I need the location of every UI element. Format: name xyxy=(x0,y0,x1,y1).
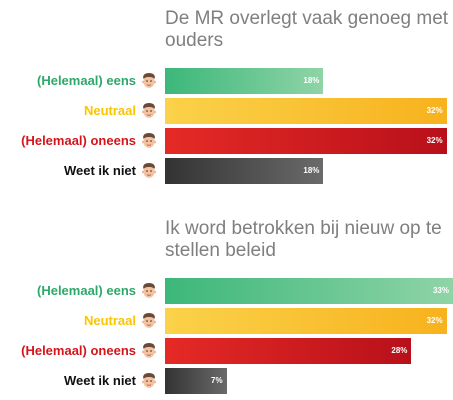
face-icon xyxy=(139,311,159,331)
data-label: 18% xyxy=(303,166,320,175)
category-label: Weet ik niet xyxy=(63,373,136,388)
data-label: 28% xyxy=(391,346,408,355)
data-label: 7% xyxy=(211,376,223,385)
category-label: Neutraal xyxy=(83,313,136,328)
data-label: 32% xyxy=(426,316,443,325)
bar: 7% xyxy=(165,368,227,394)
category-label: (Helemaal) oneens xyxy=(21,133,136,148)
bar: 18% xyxy=(165,68,324,94)
bar: 18% xyxy=(165,158,324,184)
bar: 32% xyxy=(165,308,447,334)
bar-row: Weet ik niet 18% xyxy=(0,158,453,184)
bar: 32% xyxy=(165,98,447,124)
data-label: 33% xyxy=(432,286,449,295)
face-icon xyxy=(139,281,159,301)
category-label: Neutraal xyxy=(83,103,136,118)
category-label: (Helemaal) oneens xyxy=(21,343,136,358)
face-icon xyxy=(139,131,159,151)
data-label: 32% xyxy=(426,136,443,145)
data-label: 32% xyxy=(426,106,443,115)
face-icon xyxy=(139,371,159,391)
bar-row: (Helemaal) eens 33% xyxy=(0,278,453,304)
chart-title: De MR overlegt vaak genoeg met ouders xyxy=(165,8,449,51)
face-icon xyxy=(139,71,159,91)
bar-row: Weet ik niet 7% xyxy=(0,368,453,394)
bar-row: (Helemaal) oneens 32% xyxy=(0,128,453,154)
category-label: Weet ik niet xyxy=(63,163,136,178)
face-icon xyxy=(139,101,159,121)
chart-mr-overlegt: De MR overlegt vaak genoeg met ouders (H… xyxy=(0,8,453,184)
bar-row: Neutraal 32% xyxy=(0,98,453,124)
bar-row: (Helemaal) eens 18% xyxy=(0,68,453,94)
bar-row: (Helemaal) oneens 28% xyxy=(0,338,453,364)
category-label: (Helemaal) eens xyxy=(37,73,136,88)
bar: 33% xyxy=(165,278,453,304)
bar-row: Neutraal 32% xyxy=(0,308,453,334)
chart-title: Ik word betrokken bij nieuw op te stelle… xyxy=(165,218,442,261)
bar: 32% xyxy=(165,128,447,154)
bar: 28% xyxy=(165,338,412,364)
data-label: 18% xyxy=(303,76,320,85)
face-icon xyxy=(139,161,159,181)
face-icon xyxy=(139,341,159,361)
category-label: (Helemaal) eens xyxy=(37,283,136,298)
